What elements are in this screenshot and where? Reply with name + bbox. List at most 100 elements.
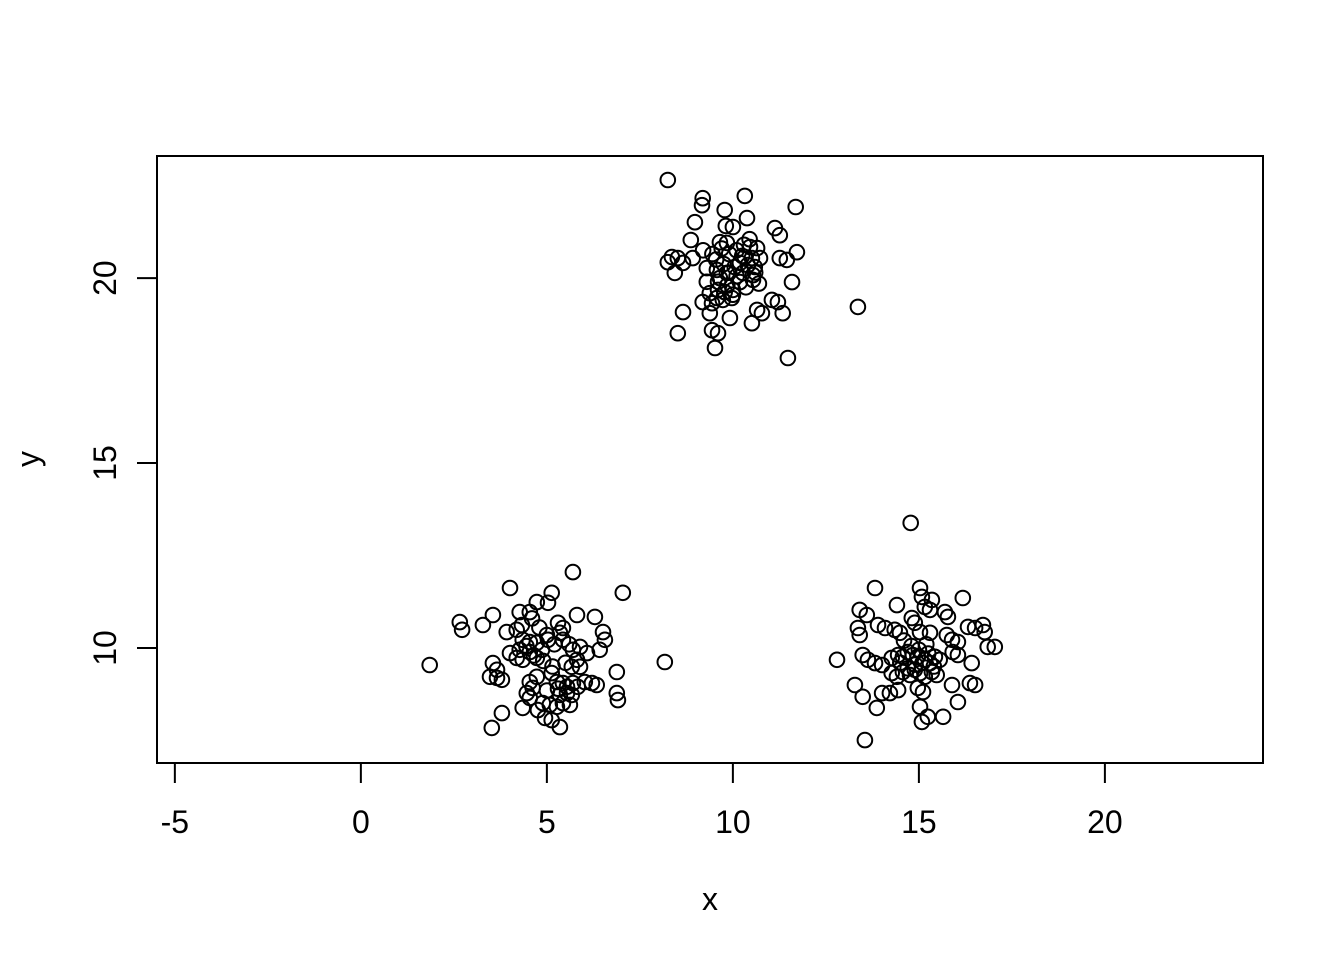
data-point (694, 189, 712, 207)
data-point (728, 267, 745, 285)
data-point (549, 680, 567, 698)
data-point (704, 245, 721, 263)
data-point (719, 277, 736, 294)
data-point (774, 304, 792, 322)
data-point (544, 658, 561, 675)
data-point (966, 676, 984, 694)
data-point (666, 264, 684, 282)
data-point (858, 606, 876, 624)
data-point (576, 673, 594, 691)
data-point (854, 646, 872, 664)
data-point (787, 198, 805, 216)
data-point (921, 601, 939, 619)
data-point (918, 636, 935, 653)
data-point (481, 668, 499, 686)
data-point (711, 233, 729, 251)
data-point (735, 236, 753, 254)
data-point (706, 339, 724, 357)
data-point (891, 624, 909, 642)
data-point (591, 641, 609, 659)
data-point (609, 691, 627, 709)
data-point (474, 616, 492, 634)
data-point (596, 631, 614, 649)
data-point (746, 264, 764, 281)
data-point (928, 666, 946, 684)
data-point (949, 693, 967, 711)
data-point (949, 646, 967, 664)
data-point (889, 681, 907, 699)
data-point (911, 579, 929, 597)
data-point (551, 718, 569, 736)
data-point (788, 243, 806, 261)
data-point (659, 171, 677, 189)
data-point (779, 349, 797, 367)
data-point (979, 638, 997, 656)
data-point (525, 647, 543, 664)
data-point (939, 608, 957, 626)
x-axis-ticks: -5 0 5 10 15 20 (161, 763, 1123, 840)
data-point (686, 213, 704, 231)
data-point (536, 709, 554, 727)
data-point (921, 624, 939, 642)
data-point (669, 324, 687, 342)
data-point (849, 619, 867, 637)
data-point (586, 608, 604, 626)
data-point (913, 713, 931, 731)
x-tick-label: 10 (715, 804, 751, 840)
data-point (888, 596, 906, 614)
data-point (876, 619, 894, 637)
data-point (854, 688, 872, 706)
data-point (560, 636, 578, 653)
data-point (873, 684, 891, 702)
data-point (894, 663, 912, 681)
data-point (564, 563, 582, 581)
data-point (701, 304, 719, 322)
data-point (493, 704, 511, 722)
x-tick-label: 15 (901, 804, 937, 840)
data-point (714, 291, 732, 309)
x-axis-title: x (702, 881, 718, 917)
data-point (741, 230, 758, 248)
data-point (783, 273, 801, 291)
data-point (721, 309, 739, 327)
data-point (724, 286, 742, 304)
data-point (498, 623, 516, 641)
data-point (743, 314, 761, 332)
data-point (724, 218, 742, 236)
data-point (715, 255, 732, 273)
data-point (543, 664, 561, 682)
data-point (543, 584, 561, 602)
data-point (733, 247, 751, 265)
data-point (716, 201, 734, 219)
data-point (483, 719, 501, 737)
data-point (943, 676, 961, 694)
data-point (954, 589, 972, 607)
data-points (421, 171, 1004, 749)
data-point (751, 249, 769, 267)
data-point (538, 682, 556, 699)
data-point (909, 679, 927, 697)
data-point (899, 660, 917, 677)
data-point (568, 606, 586, 624)
data-point (949, 633, 967, 651)
data-point (911, 698, 929, 716)
data-point (866, 579, 884, 597)
data-point (828, 651, 846, 669)
x-tick-label: 20 (1087, 804, 1123, 840)
y-axis-ticks: 10 15 20 (87, 260, 157, 666)
data-point (771, 226, 789, 244)
data-point (453, 621, 471, 639)
data-point (539, 594, 557, 612)
x-tick-label: 5 (538, 804, 556, 840)
data-point (693, 196, 711, 214)
y-tick-label: 10 (87, 630, 123, 666)
data-point (694, 242, 712, 259)
data-point (717, 217, 735, 235)
plot-box (156, 155, 1264, 764)
data-point (608, 663, 626, 681)
data-point (966, 619, 984, 637)
data-point (856, 731, 874, 749)
data-point (913, 588, 931, 606)
data-point (744, 266, 762, 284)
